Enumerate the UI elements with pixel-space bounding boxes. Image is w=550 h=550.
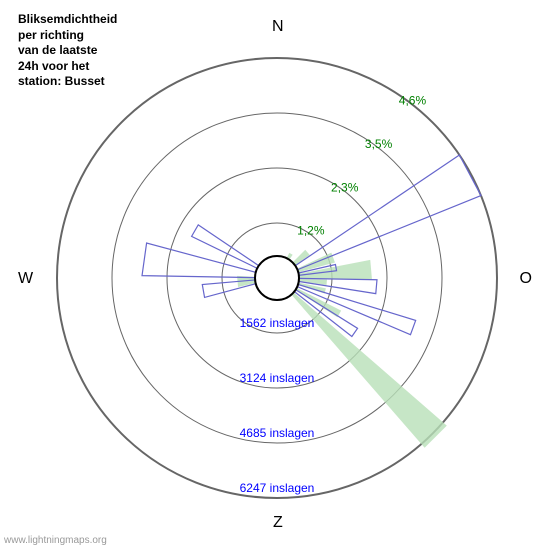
- compass-w: W: [18, 270, 33, 288]
- compass-e: O: [520, 270, 532, 288]
- strikes-label: 3124 inslagen: [240, 371, 315, 385]
- strikes-label: 1562 inslagen: [240, 316, 315, 330]
- chart-title: Bliksemdichtheid per richting van de laa…: [18, 12, 117, 90]
- attribution: www.lightningmaps.org: [4, 535, 107, 546]
- percent-label: 2,3%: [331, 180, 359, 194]
- compass-s: Z: [273, 514, 283, 532]
- percent-label: 4,6%: [399, 94, 427, 108]
- compass-n: N: [272, 18, 284, 36]
- percent-label: 1,2%: [297, 224, 325, 238]
- strikes-label: 6247 inslagen: [240, 481, 315, 495]
- percent-label: 3,5%: [365, 137, 393, 151]
- strikes-label: 4685 inslagen: [240, 426, 315, 440]
